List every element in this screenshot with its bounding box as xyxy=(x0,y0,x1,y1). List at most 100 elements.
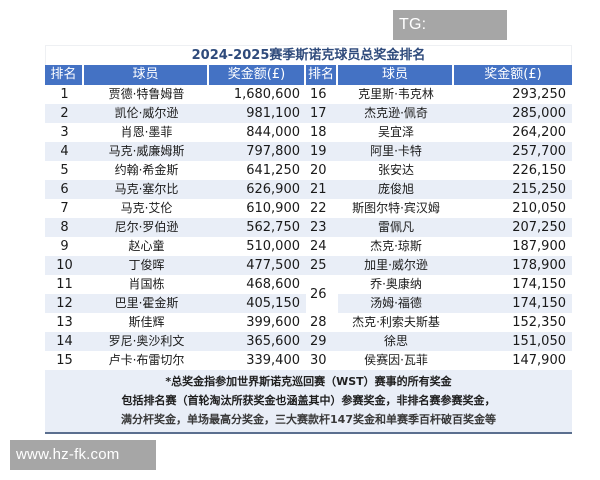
rank-cell: 9 xyxy=(60,239,69,254)
player-cell: 尼尔·罗伯逊 xyxy=(84,218,209,237)
table-row: 11 肖国栋 468,600 26 乔·奥康纳 174,150 xyxy=(45,275,572,313)
prize-cell: 178,900 xyxy=(454,256,572,275)
table-row: 10 丁俊晖 477,500 25 加里·威尔逊 178,900 xyxy=(45,256,572,275)
watermark-bottom-left: www.hz-fk.com xyxy=(10,440,156,470)
prize-cell: 264,200 xyxy=(512,125,566,140)
watermark-top-right: TG: MYYJJPP xyxy=(393,10,507,63)
player-cell: 张安达 xyxy=(377,163,414,177)
rank-cell: 15 xyxy=(56,353,73,368)
footnote-line-1: *总奖金指参加世界斯诺克巡回赛（WST）赛事的所有奖金 xyxy=(165,375,452,388)
table-row: 2 凯伦·威尔逊 981,100 17 杰克逊·佩奇 285,000 xyxy=(45,104,572,123)
prize-cell: 405,150 xyxy=(209,294,306,313)
rank-cell: 1 xyxy=(60,87,69,102)
prize-cell: 797,800 xyxy=(209,142,306,161)
prize-cell: 399,600 xyxy=(246,315,300,330)
player-cell: 侯赛因·瓦菲 xyxy=(364,353,428,367)
player-cell: 卢卡·布雷切尔 xyxy=(108,353,185,367)
table-row: 15 卢卡·布雷切尔 339,400 30 侯赛因·瓦菲 147,900 xyxy=(45,351,572,370)
player-cell: 汤姆·福德 xyxy=(338,294,454,313)
rank-cell: 25 xyxy=(306,256,338,275)
player-cell: 庞俊旭 xyxy=(338,180,454,199)
player-cell: 吴宜泽 xyxy=(377,125,414,139)
rank-cell: 2 xyxy=(45,104,84,123)
prize-cell: 365,600 xyxy=(209,332,306,351)
player-cell: 杰克逊·佩奇 xyxy=(338,104,454,123)
rank-cell: 11 xyxy=(56,277,73,292)
player-cell: 加里·威尔逊 xyxy=(338,256,454,275)
rank-cell: 20 xyxy=(310,163,327,178)
table-row: 8 尼尔·罗伯逊 562,750 23 雷佩凡 207,250 xyxy=(45,218,572,237)
rank-cell: 21 xyxy=(306,180,338,199)
prize-cell: 626,900 xyxy=(209,180,306,199)
prize-cell: 285,000 xyxy=(454,104,572,123)
rank-cell: 14 xyxy=(45,332,84,351)
table-row: 13 斯佳辉 399,600 28 杰克·利索夫斯基 152,350 xyxy=(45,313,572,332)
prize-cell: 293,250 xyxy=(512,87,566,102)
prize-cell: 174,150 xyxy=(454,294,572,313)
rank-cell: 4 xyxy=(45,142,84,161)
table-row: 3 肖恩·墨菲 844,000 18 吴宜泽 264,200 xyxy=(45,123,572,142)
footnote: *总奖金指参加世界斯诺克巡回赛（WST）赛事的所有奖金 包括排名赛（首轮淘汰所获… xyxy=(45,370,572,434)
table-row: 9 赵心童 510,000 24 杰克·琼斯 187,900 xyxy=(45,237,572,256)
player-cell: 约翰·希金斯 xyxy=(114,163,179,177)
prize-cell: 641,250 xyxy=(246,163,300,178)
player-cell: 巴里·霍金斯 xyxy=(84,294,209,313)
player-cell: 克里斯·韦克林 xyxy=(358,87,434,101)
table-row: 5 约翰·希金斯 641,250 20 张安达 226,150 xyxy=(45,161,572,180)
rank-cell: 18 xyxy=(310,125,327,140)
prize-cell: 226,150 xyxy=(512,163,566,178)
player-cell: 徐思 xyxy=(338,332,454,351)
player-cell: 罗尼·奥沙利文 xyxy=(84,332,209,351)
prize-cell: 174,150 xyxy=(512,277,566,292)
player-cell: 斯图尔特·宾汉姆 xyxy=(352,201,440,215)
rank-cell: 3 xyxy=(60,125,69,140)
table-header-row: 排名 球员 奖金额(£) 排名 球员 奖金额(£) xyxy=(45,65,572,85)
rank-cell: 24 xyxy=(310,239,327,254)
player-cell: 赵心童 xyxy=(128,239,165,253)
prize-cell: 610,900 xyxy=(246,201,300,216)
rank-cell: 23 xyxy=(306,218,338,237)
header-prize-left: 奖金额(£) xyxy=(209,65,306,85)
table-row: 6 马克·塞尔比 626,900 21 庞俊旭 215,250 xyxy=(45,180,572,199)
player-cell: 肖恩·墨菲 xyxy=(120,125,173,139)
prize-cell: 151,050 xyxy=(454,332,572,351)
table-title: 2024-2025赛季斯诺克球员总奖金排名 xyxy=(45,45,572,65)
table-row: 7 马克·艾伦 610,900 22 斯图尔特·宾汉姆 210,050 xyxy=(45,199,572,218)
player-cell: 丁俊晖 xyxy=(84,256,209,275)
rank-cell: 6 xyxy=(45,180,84,199)
prize-cell: 339,400 xyxy=(246,353,300,368)
prize-cell: 210,050 xyxy=(512,201,566,216)
header-player-left: 球员 xyxy=(84,65,209,85)
rank-cell: 19 xyxy=(306,142,338,161)
player-cell: 马克·威廉姆斯 xyxy=(84,142,209,161)
header-rank-right: 排名 xyxy=(306,65,338,85)
rank-cell: 8 xyxy=(45,218,84,237)
rank-cell-merged: 26 xyxy=(306,275,338,313)
rank-cell: 17 xyxy=(306,104,338,123)
rank-cell: 12 xyxy=(45,294,84,313)
player-cell: 凯伦·威尔逊 xyxy=(84,104,209,123)
footnote-line-3: 满分杆奖金，单场最高分奖金，三大赛款杆147奖金和单赛季百杆破百奖金等 xyxy=(121,413,496,426)
prize-cell: 147,900 xyxy=(512,353,566,368)
prize-cell: 468,600 xyxy=(246,277,300,292)
player-cell: 马克·塞尔比 xyxy=(84,180,209,199)
player-cell: 杰克·琼斯 xyxy=(370,239,422,253)
rank-cell: 22 xyxy=(310,201,327,216)
rank-cell: 16 xyxy=(310,87,327,102)
prize-ranking-table: 排名 球员 奖金额(£) 排名 球员 奖金额(£) 1 贾德·特鲁姆普 1,68… xyxy=(45,65,572,370)
player-cell: 阿里·卡特 xyxy=(338,142,454,161)
rank-cell: 30 xyxy=(310,353,327,368)
player-cell: 雷佩凡 xyxy=(338,218,454,237)
player-cell: 肖国栋 xyxy=(128,277,165,291)
rank-cell: 13 xyxy=(56,315,73,330)
header-player-right: 球员 xyxy=(338,65,454,85)
table-row: 1 贾德·特鲁姆普 1,680,600 16 克里斯·韦克林 293,250 xyxy=(45,85,572,104)
player-cell: 贾德·特鲁姆普 xyxy=(108,87,185,101)
prize-cell: 257,700 xyxy=(454,142,572,161)
prize-cell: 562,750 xyxy=(209,218,306,237)
player-cell: 杰克·利索夫斯基 xyxy=(352,315,440,329)
prize-cell: 477,500 xyxy=(209,256,306,275)
player-cell: 马克·艾伦 xyxy=(120,201,173,215)
prize-cell: 510,000 xyxy=(246,239,300,254)
table-row: 12 巴里·霍金斯 405,150 汤姆·福德 174,150 xyxy=(45,294,572,313)
